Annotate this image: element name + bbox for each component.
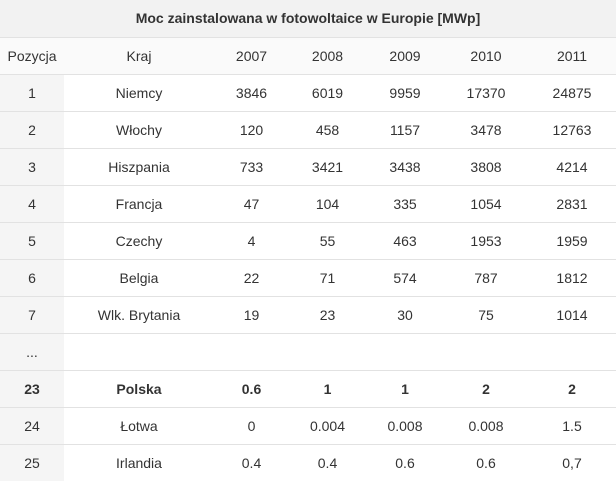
table-row: 4 Francja 47 104 335 1054 2831 — [0, 185, 616, 223]
cell-value — [444, 333, 528, 371]
cell-value: 0.6 — [214, 370, 289, 408]
cell-value: 3421 — [289, 148, 366, 186]
cell-value: 1 — [289, 370, 366, 408]
cell-value: 22 — [214, 259, 289, 297]
cell-value: 733 — [214, 148, 289, 186]
cell-position: 7 — [0, 296, 64, 334]
table-row: 2 Włochy 120 458 1157 3478 12763 — [0, 111, 616, 149]
table-row: 7 Wlk. Brytania 19 23 30 75 1014 — [0, 296, 616, 334]
cell-value: 4 — [214, 222, 289, 260]
cell-value: 1 — [366, 370, 444, 408]
cell-value: 17370 — [444, 74, 528, 112]
table-row: 24 Łotwa 0 0.004 0.008 0.008 1.5 — [0, 407, 616, 445]
cell-value: 4214 — [528, 148, 616, 186]
cell-value: 0.6 — [476, 455, 496, 471]
cell-value: 3438 — [366, 148, 444, 186]
cell-value: 0.008 — [366, 407, 444, 445]
cell-value: 0 — [214, 407, 289, 445]
cell-country: Belgia — [64, 259, 214, 297]
cell-value: 0,7 — [562, 455, 582, 471]
cell-position: ... — [0, 333, 64, 371]
cell-value: 0.004 — [289, 407, 366, 445]
cell-position: 6 — [0, 259, 64, 297]
cell-position: 25 — [0, 444, 64, 481]
cell-value: 23 — [289, 296, 366, 334]
cell-position: 5 — [0, 222, 64, 260]
cell-country: Czechy — [64, 222, 214, 260]
cell-value: 1054 — [444, 185, 528, 223]
table-row: 1 Niemcy 3846 6019 9959 17370 24875 — [0, 74, 616, 112]
cell-country: Polska — [64, 370, 214, 408]
cell-value: 3808 — [444, 148, 528, 186]
cell-value: 6019 — [289, 74, 366, 112]
cell-position: 3 — [0, 148, 64, 186]
cell-value — [289, 333, 366, 371]
cell-value: 1959 — [528, 222, 616, 260]
cell-value: 3478 — [444, 111, 528, 149]
cell-value: 0.4 — [317, 455, 338, 471]
cell-country: Łotwa — [64, 407, 214, 445]
cell-value: 24875 — [528, 74, 616, 112]
table-row: 25 Irlandia 0.4 0.4 0.6 0.6 0,7 — [0, 444, 616, 481]
header-country: Kraj — [64, 38, 214, 75]
cell-value: 787 — [444, 259, 528, 297]
cell-country: Francja — [64, 185, 214, 223]
header-position: Pozycja — [0, 38, 64, 75]
table-row: 6 Belgia 22 71 574 787 1812 — [0, 259, 616, 297]
cell-value: 55 — [289, 222, 366, 260]
cell-value: 3846 — [214, 74, 289, 112]
cell-value: 1014 — [528, 296, 616, 334]
cell-value: 75 — [444, 296, 528, 334]
cell-value: 120 — [214, 111, 289, 149]
cell-value: 71 — [289, 259, 366, 297]
cell-country — [64, 333, 214, 371]
cell-value: 19 — [214, 296, 289, 334]
cell-position: 24 — [0, 407, 64, 445]
cell-country: Hiszpania — [64, 148, 214, 186]
cell-country: Niemcy — [64, 74, 214, 112]
cell-value: 2831 — [528, 185, 616, 223]
cell-value: 458 — [289, 111, 366, 149]
cell-value: 1812 — [528, 259, 616, 297]
cell-value — [366, 333, 444, 371]
ellipsis-row: ... — [0, 333, 616, 371]
cell-value: 1157 — [366, 111, 444, 149]
cell-position: 2 — [0, 111, 64, 149]
cell-country: Irlandia — [116, 455, 162, 471]
cell-value: 12763 — [528, 111, 616, 149]
cell-country: Włochy — [64, 111, 214, 149]
header-year-2008: 2008 — [289, 38, 366, 75]
cell-value: 574 — [366, 259, 444, 297]
cell-position: 23 — [0, 370, 64, 408]
cell-country: Wlk. Brytania — [64, 296, 214, 334]
cell-value: 1.5 — [528, 407, 616, 445]
cell-value — [528, 333, 616, 371]
table-title: Moc zainstalowana w fotowoltaice w Europ… — [0, 0, 616, 38]
cell-value: 30 — [366, 296, 444, 334]
header-year-2009: 2009 — [366, 38, 444, 75]
cell-value: 0.4 — [241, 455, 262, 471]
header-year-2007: 2007 — [214, 38, 289, 75]
cell-position: 1 — [0, 74, 64, 112]
cell-value — [214, 333, 289, 371]
cell-value: 335 — [366, 185, 444, 223]
header-row: Pozycja Kraj 2007 2008 2009 2010 2011 — [0, 38, 616, 75]
cell-value: 0.6 — [395, 455, 415, 471]
table-row-highlighted: 23 Polska 0.6 1 1 2 2 — [0, 370, 616, 408]
cell-value: 47 — [214, 185, 289, 223]
cell-value: 2 — [444, 370, 528, 408]
cell-value: 9959 — [366, 74, 444, 112]
header-year-2010: 2010 — [444, 38, 528, 75]
table-row: 3 Hiszpania 733 3421 3438 3808 4214 — [0, 148, 616, 186]
cell-value: 463 — [366, 222, 444, 260]
cell-value: 2 — [528, 370, 616, 408]
cell-value: 1953 — [444, 222, 528, 260]
header-year-2011: 2011 — [528, 38, 616, 75]
cell-value: 104 — [289, 185, 366, 223]
cell-position: 4 — [0, 185, 64, 223]
table-row: 5 Czechy 4 55 463 1953 1959 — [0, 222, 616, 260]
cell-value: 0.008 — [444, 407, 528, 445]
